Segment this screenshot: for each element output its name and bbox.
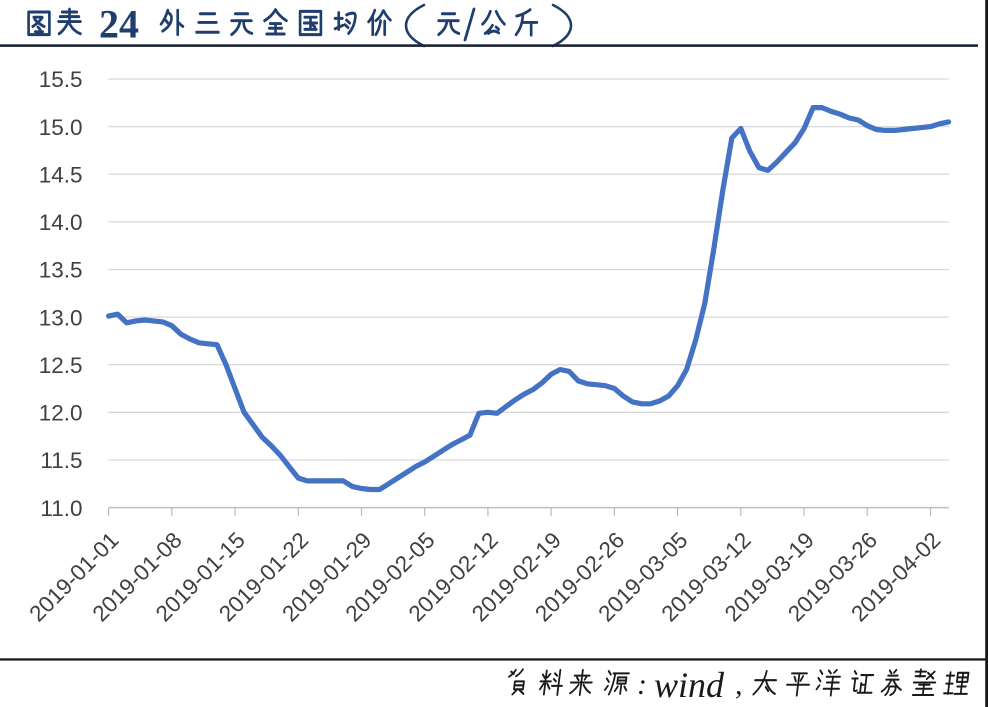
svg-text:14.5: 14.5	[39, 162, 83, 187]
svg-text:15.5: 15.5	[39, 67, 83, 92]
svg-text:11.5: 11.5	[40, 448, 82, 473]
svg-text:14.0: 14.0	[39, 210, 83, 235]
svg-text:13.0: 13.0	[39, 305, 83, 330]
svg-text:12.5: 12.5	[39, 353, 83, 378]
svg-text::: :	[637, 668, 647, 701]
svg-text:15.0: 15.0	[39, 115, 83, 140]
svg-text:11.0: 11.0	[40, 496, 82, 521]
svg-text:12.0: 12.0	[39, 401, 83, 426]
svg-text:,: ,	[735, 668, 743, 701]
svg-text:wind: wind	[654, 665, 725, 705]
svg-text:13.5: 13.5	[39, 258, 83, 283]
svg-text:24: 24	[99, 2, 139, 47]
